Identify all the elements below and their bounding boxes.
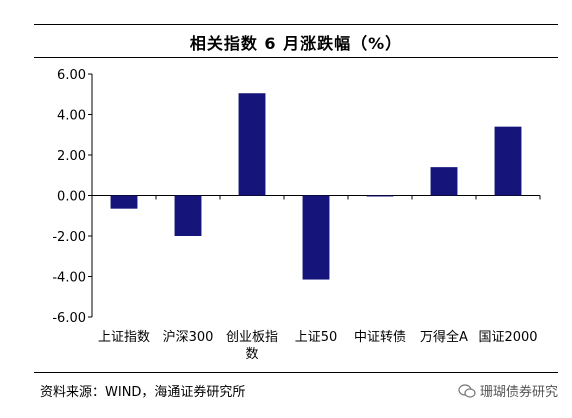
- y-tick-label: -2.00: [52, 230, 86, 245]
- y-tick-label: -6.00: [52, 311, 86, 326]
- x-tick-label: 国证2000: [478, 330, 537, 345]
- top-rule: [34, 24, 558, 25]
- x-tick-label: 创业板指: [226, 330, 278, 345]
- bar: [238, 93, 266, 196]
- wechat-icon: [458, 383, 476, 398]
- x-tick-label: 沪深300: [163, 329, 214, 345]
- title-rule: [34, 57, 558, 58]
- bar: [110, 195, 138, 209]
- x-tick-label: 中证转债: [354, 330, 406, 345]
- x-tick-label: 数: [245, 347, 258, 362]
- chart-title: 相关指数 6 月涨跌幅（%）: [189, 34, 403, 53]
- bar: [430, 167, 458, 196]
- footer-rule: [34, 372, 558, 373]
- y-tick-label: -4.00: [52, 271, 86, 286]
- y-tick-label: 2.00: [57, 149, 86, 164]
- y-tick-label: 0.00: [57, 190, 86, 205]
- x-tick-label: 万得全A: [420, 329, 468, 345]
- watermark: 珊瑚债券研究: [458, 381, 558, 400]
- y-tick-label: 6.00: [57, 68, 86, 83]
- source-note: 资料来源：WIND，海通证券研究所: [40, 385, 246, 400]
- bar: [494, 126, 522, 196]
- y-tick-label: 4.00: [57, 109, 86, 124]
- bar: [302, 195, 330, 280]
- bar: [174, 195, 202, 236]
- x-tick-label: 上证指数: [98, 330, 150, 345]
- watermark-label: 珊瑚债券研究: [479, 385, 558, 400]
- bar: [366, 195, 394, 197]
- x-tick-label: 上证50: [295, 330, 338, 345]
